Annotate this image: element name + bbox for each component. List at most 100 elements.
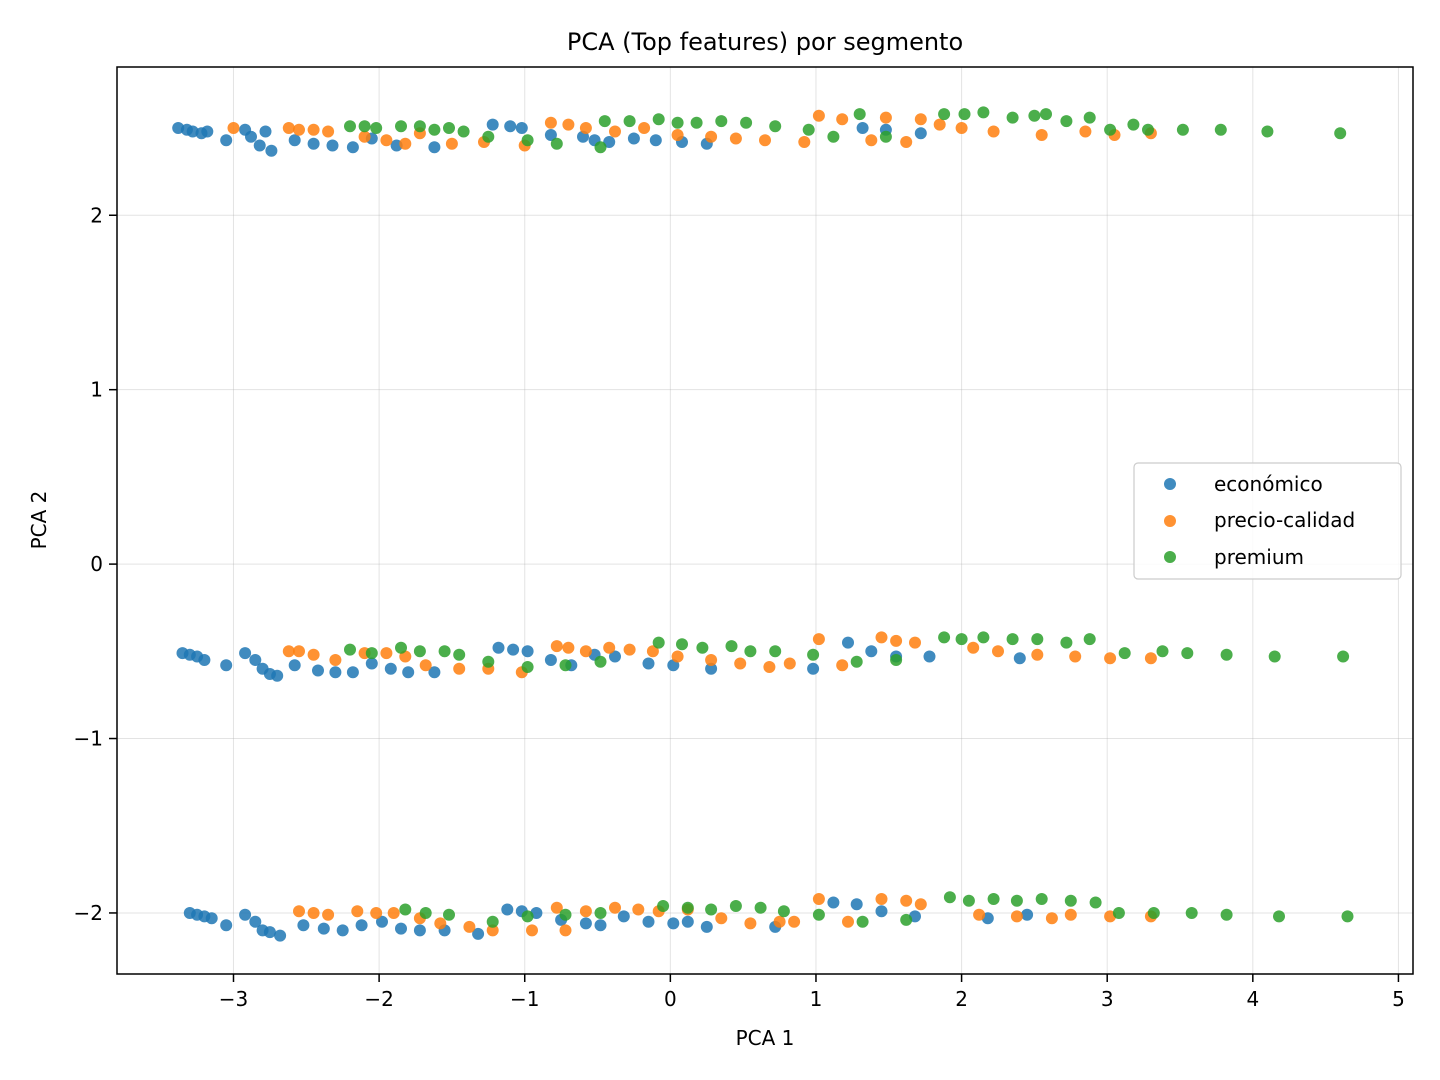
data-point <box>900 136 913 148</box>
y-tick-label: 1 <box>90 378 103 402</box>
data-point <box>472 927 485 940</box>
data-point <box>1214 123 1227 136</box>
data-point <box>239 647 252 660</box>
data-point <box>521 645 534 658</box>
data-point <box>788 915 801 928</box>
data-point <box>220 659 233 672</box>
data-point <box>1035 893 1048 905</box>
data-point <box>395 922 407 935</box>
data-point <box>729 132 742 145</box>
data-point <box>312 664 324 677</box>
data-point <box>365 647 378 660</box>
data-point <box>1176 123 1189 136</box>
legend-marker-precio-calidad <box>1164 515 1176 527</box>
data-point <box>322 908 335 921</box>
data-point <box>380 647 393 660</box>
data-point <box>958 108 971 121</box>
data-point <box>627 132 640 145</box>
data-point <box>205 912 218 925</box>
data-point <box>1144 652 1157 665</box>
data-point <box>293 645 305 658</box>
data-point <box>1261 125 1274 138</box>
data-point <box>263 926 276 939</box>
data-point <box>705 903 718 916</box>
data-point <box>358 120 371 133</box>
data-point <box>559 924 572 937</box>
data-point <box>355 919 368 932</box>
data-point <box>399 903 412 916</box>
x-tick-label: 3 <box>1101 987 1114 1011</box>
data-point <box>617 910 630 923</box>
data-point <box>1220 648 1233 661</box>
data-point <box>486 915 499 928</box>
data-point <box>812 893 825 905</box>
x-tick-label: −2 <box>364 987 393 1011</box>
data-point <box>293 123 305 136</box>
data-point <box>579 645 592 658</box>
data-point <box>598 115 611 128</box>
chart-title: PCA (Top features) por segmento <box>567 28 963 56</box>
data-point <box>875 905 888 918</box>
y-tick-label: 2 <box>90 203 103 227</box>
data-point <box>773 915 786 928</box>
data-point <box>288 659 301 672</box>
data-point <box>856 915 869 928</box>
legend-label-economico: económico <box>1214 472 1323 496</box>
data-point <box>521 910 534 923</box>
data-point <box>798 136 811 148</box>
x-tick-label: 5 <box>1392 987 1405 1011</box>
data-point <box>198 654 211 666</box>
data-point <box>890 634 903 647</box>
data-point <box>351 905 364 918</box>
data-point <box>249 654 262 666</box>
data-point <box>681 901 694 914</box>
data-point <box>646 645 659 658</box>
data-point <box>977 106 990 119</box>
x-tick-label: 2 <box>955 987 968 1011</box>
data-point <box>227 122 240 134</box>
legend-label-premium: premium <box>1214 545 1304 569</box>
data-point <box>1273 910 1285 923</box>
data-point <box>453 648 466 661</box>
data-point <box>259 125 272 138</box>
data-point <box>977 631 990 644</box>
data-point <box>322 125 335 138</box>
y-tick-label: −1 <box>74 727 103 751</box>
data-point <box>521 661 534 673</box>
data-point <box>482 130 495 143</box>
data-point <box>1006 111 1019 124</box>
data-point <box>501 903 514 916</box>
series-0 <box>172 118 1034 942</box>
data-point <box>413 924 426 937</box>
legend-marker-premium <box>1164 551 1176 563</box>
data-point <box>1142 123 1154 136</box>
series-2 <box>344 106 1354 928</box>
data-point <box>729 900 742 912</box>
data-point <box>705 662 718 675</box>
data-point <box>486 118 499 131</box>
data-point <box>652 636 665 649</box>
data-point <box>609 650 621 663</box>
data-point <box>763 661 776 673</box>
data-point <box>671 650 684 663</box>
data-point <box>344 120 356 133</box>
data-point <box>550 901 563 914</box>
data-point <box>914 113 927 126</box>
data-point <box>594 141 607 154</box>
data-point <box>744 645 757 658</box>
data-point <box>1079 125 1092 138</box>
data-point <box>346 666 359 679</box>
data-point <box>700 920 713 933</box>
data-point <box>282 645 295 658</box>
data-point <box>603 136 616 148</box>
data-point <box>457 125 470 138</box>
data-point <box>307 907 320 919</box>
y-tick-label: −2 <box>74 901 103 925</box>
data-point <box>297 919 310 932</box>
data-point <box>1069 650 1082 663</box>
data-point <box>271 669 284 682</box>
data-point <box>395 120 407 133</box>
data-point <box>1118 647 1131 660</box>
data-point <box>671 116 684 129</box>
data-point <box>807 662 820 675</box>
